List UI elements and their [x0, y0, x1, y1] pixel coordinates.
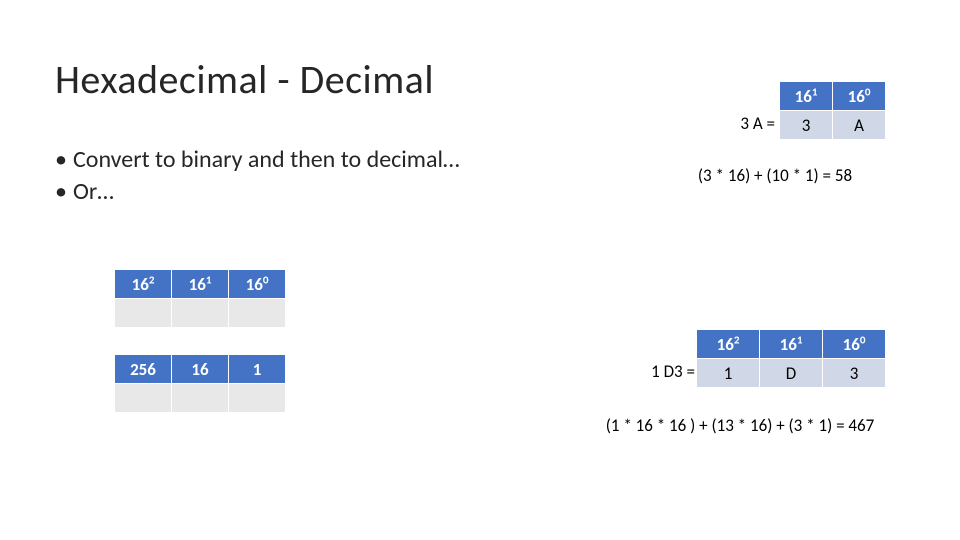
table-cell [172, 384, 229, 413]
table-header-cell: 256 [115, 355, 172, 384]
page-title: Hexadecimal - Decimal [55, 55, 434, 104]
bullet-text: Or… [73, 177, 114, 207]
bullet-text: Convert to binary and then to decimal… [73, 145, 460, 175]
table-header-cell: 162 [115, 270, 172, 299]
table-cell: 3 [780, 111, 833, 140]
example1-table: 161 160 3 A [780, 82, 885, 140]
table-header-cell: 160 [823, 330, 886, 359]
table-cell: A [833, 111, 886, 140]
table-header-cell: 160 [833, 82, 886, 111]
example2-table: 162 161 160 1 D 3 [697, 330, 885, 388]
table-cell: 3 [823, 359, 886, 388]
table-cell: 1 [697, 359, 760, 388]
table-cell [115, 299, 172, 328]
table-header-cell: 1 [229, 355, 286, 384]
example1-label: 3 A = [715, 113, 775, 134]
table-cell [229, 299, 286, 328]
bullet-item: • Convert to binary and then to decimal… [55, 145, 460, 175]
table-cell [115, 384, 172, 413]
example2-formula: (1 * 16 * 16 ) + (13 * 16) + (3 * 1) = 4… [550, 415, 930, 436]
table-header-cell: 161 [780, 82, 833, 111]
bullet-dot-icon: • [55, 177, 73, 207]
table-cell: D [760, 359, 823, 388]
table-header-cell: 161 [172, 270, 229, 299]
bullet-dot-icon: • [55, 145, 73, 175]
table-cell [229, 384, 286, 413]
table-cell [172, 299, 229, 328]
place-values-table: 256 16 1 [115, 355, 285, 413]
example1-formula: (3 * 16) + (10 * 1) = 58 [650, 165, 900, 186]
bullet-list: • Convert to binary and then to decimal…… [55, 145, 460, 209]
table-header-cell: 161 [760, 330, 823, 359]
powers-of-16-table: 162 161 160 [115, 270, 285, 328]
bullet-item: • Or… [55, 177, 460, 207]
slide: Hexadecimal - Decimal • Convert to binar… [0, 0, 960, 540]
table-header-cell: 16 [172, 355, 229, 384]
example2-label: 1 D3 = [635, 361, 695, 382]
table-header-cell: 162 [697, 330, 760, 359]
table-header-cell: 160 [229, 270, 286, 299]
